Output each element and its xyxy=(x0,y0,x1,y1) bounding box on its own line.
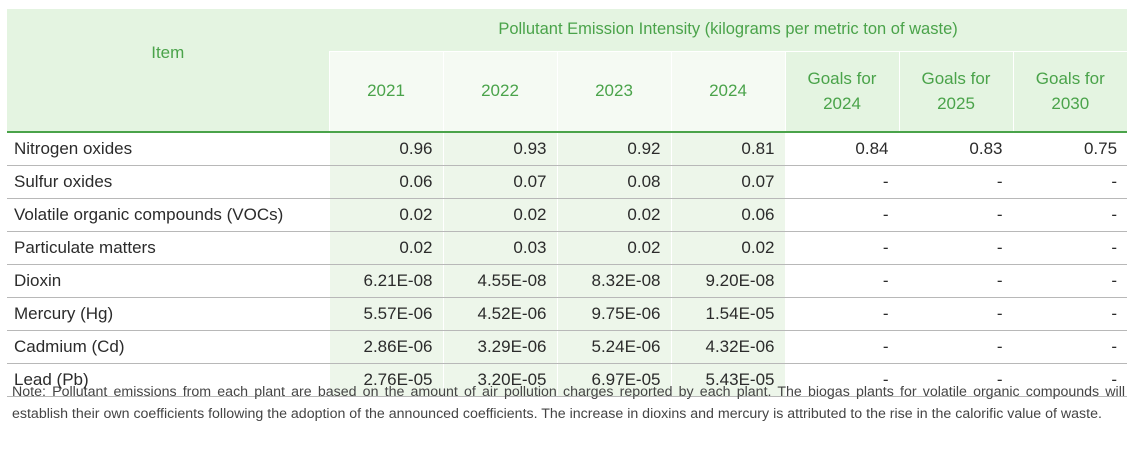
value-2021: 2.86E-06 xyxy=(328,330,443,364)
item-name: Dioxin xyxy=(7,264,329,298)
item-name: Particulate matters xyxy=(7,231,329,265)
value-goal-2024: - xyxy=(784,330,899,364)
value-goal-2025: - xyxy=(898,231,1013,265)
table-body: Nitrogen oxides 0.96 0.93 0.92 0.81 0.84… xyxy=(7,132,1128,397)
column-header-goals-2024: Goals for 2024 xyxy=(784,51,899,133)
value-2023: 6.97E-05 xyxy=(556,363,671,397)
value-2022: 3.29E-06 xyxy=(442,330,557,364)
value-goal-2025: - xyxy=(898,264,1013,298)
goal-label-line2: 2024 xyxy=(823,94,861,114)
column-header-goals-2030: Goals for 2030 xyxy=(1012,51,1128,133)
table-row: Cadmium (Cd) 2.86E-06 3.29E-06 5.24E-06 … xyxy=(7,330,1128,364)
table-row: Lead (Pb) 2.76E-05 3.20E-05 6.97E-05 5.4… xyxy=(7,363,1128,397)
goal-label-line1: Goals for xyxy=(1035,69,1105,89)
value-2021: 0.96 xyxy=(328,132,443,166)
column-header-2024: 2024 xyxy=(670,51,785,133)
value-goal-2025: - xyxy=(898,165,1013,199)
item-name: Cadmium (Cd) xyxy=(7,330,329,364)
value-goal-2030: - xyxy=(1012,231,1128,265)
table-footnote: Note: Pollutant emissions from each plan… xyxy=(12,381,1125,425)
value-goal-2030: - xyxy=(1012,264,1128,298)
value-goal-2030: - xyxy=(1012,165,1128,199)
value-2024: 4.32E-06 xyxy=(670,330,785,364)
value-goal-2024: - xyxy=(784,165,899,199)
value-2023: 5.24E-06 xyxy=(556,330,671,364)
item-name: Sulfur oxides xyxy=(7,165,329,199)
goal-label-line2: 2030 xyxy=(1051,94,1090,114)
value-goal-2024: 0.84 xyxy=(784,132,899,166)
value-goal-2030: - xyxy=(1012,297,1128,331)
column-header-2021: 2021 xyxy=(328,51,443,133)
table-row: Dioxin 6.21E-08 4.55E-08 8.32E-08 9.20E-… xyxy=(7,264,1128,298)
value-goal-2025: 0.83 xyxy=(898,132,1013,166)
value-goal-2030: - xyxy=(1012,363,1128,397)
value-goal-2030: - xyxy=(1012,198,1128,232)
value-goal-2024: - xyxy=(784,264,899,298)
value-goal-2025: - xyxy=(898,198,1013,232)
value-2022: 0.07 xyxy=(442,165,557,199)
value-2021: 0.02 xyxy=(328,198,443,232)
table-row: Nitrogen oxides 0.96 0.93 0.92 0.81 0.84… xyxy=(7,132,1128,166)
value-goal-2025: - xyxy=(898,297,1013,331)
value-2024: 0.81 xyxy=(670,132,785,166)
value-2022: 0.02 xyxy=(442,198,557,232)
value-goal-2030: - xyxy=(1012,330,1128,364)
value-goal-2025: - xyxy=(898,330,1013,364)
item-name: Mercury (Hg) xyxy=(7,297,329,331)
value-2023: 0.08 xyxy=(556,165,671,199)
note-label: Note: xyxy=(12,384,46,400)
value-goal-2025: - xyxy=(898,363,1013,397)
value-2024: 5.43E-05 xyxy=(670,363,785,397)
table-row: Sulfur oxides 0.06 0.07 0.08 0.07 - - - xyxy=(7,165,1128,199)
value-2023: 0.92 xyxy=(556,132,671,166)
item-name: Lead (Pb) xyxy=(7,363,329,397)
value-2021: 0.02 xyxy=(328,231,443,265)
emission-intensity-table: Item Pollutant Emission Intensity (kilog… xyxy=(7,9,1128,397)
value-2024: 1.54E-05 xyxy=(670,297,785,331)
value-2022: 0.93 xyxy=(442,132,557,166)
value-goal-2024: - xyxy=(784,198,899,232)
goal-label-line2: 2025 xyxy=(937,94,975,114)
item-name: Nitrogen oxides xyxy=(7,132,329,166)
table-row: Mercury (Hg) 5.57E-06 4.52E-06 9.75E-06 … xyxy=(7,297,1128,331)
value-goal-2024: - xyxy=(784,231,899,265)
value-2021: 0.06 xyxy=(328,165,443,199)
column-header-2022: 2022 xyxy=(442,51,557,133)
table-header: Item Pollutant Emission Intensity (kilog… xyxy=(7,9,1128,133)
item-name: Volatile organic compounds (VOCs) xyxy=(7,198,329,232)
note-text: Pollutant emissions from each plant are … xyxy=(12,384,1125,422)
goal-label-line1: Goals for xyxy=(807,69,877,89)
value-2023: 0.02 xyxy=(556,231,671,265)
value-goal-2024: - xyxy=(784,363,899,397)
value-2022: 4.52E-06 xyxy=(442,297,557,331)
value-2022: 0.03 xyxy=(442,231,557,265)
value-2022: 3.20E-05 xyxy=(442,363,557,397)
pollutant-intensity-group-header: Pollutant Emission Intensity (kilograms … xyxy=(329,9,1128,52)
value-2024: 0.07 xyxy=(670,165,785,199)
value-2021: 2.76E-05 xyxy=(328,363,443,397)
item-column-header: Item xyxy=(7,9,329,133)
table-row: Particulate matters 0.02 0.03 0.02 0.02 … xyxy=(7,231,1128,265)
value-2022: 4.55E-08 xyxy=(442,264,557,298)
value-2024: 0.06 xyxy=(670,198,785,232)
value-goal-2024: - xyxy=(784,297,899,331)
column-header-goals-2025: Goals for 2025 xyxy=(898,51,1013,133)
value-2023: 0.02 xyxy=(556,198,671,232)
value-2024: 0.02 xyxy=(670,231,785,265)
value-2021: 6.21E-08 xyxy=(328,264,443,298)
column-header-2023: 2023 xyxy=(556,51,671,133)
value-2023: 8.32E-08 xyxy=(556,264,671,298)
table-row: Volatile organic compounds (VOCs) 0.02 0… xyxy=(7,198,1128,232)
value-2023: 9.75E-06 xyxy=(556,297,671,331)
value-2024: 9.20E-08 xyxy=(670,264,785,298)
value-2021: 5.57E-06 xyxy=(328,297,443,331)
value-goal-2030: 0.75 xyxy=(1012,132,1128,166)
goal-label-line1: Goals for xyxy=(921,69,991,89)
